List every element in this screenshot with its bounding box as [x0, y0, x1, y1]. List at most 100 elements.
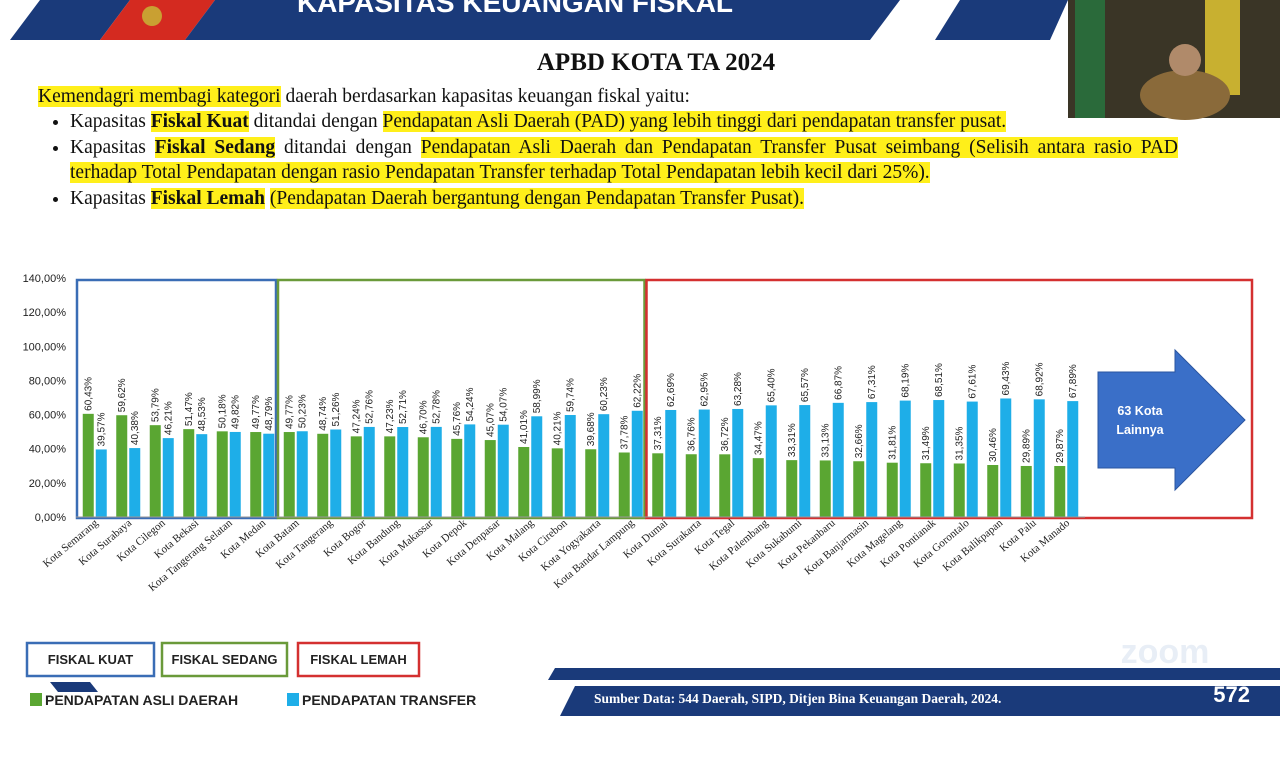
value-label: 37,31%	[653, 416, 664, 450]
x-tick-label: Kota Semarang	[41, 517, 101, 570]
bar	[698, 409, 710, 517]
text: Kapasitas	[70, 111, 151, 132]
bar	[1020, 465, 1032, 517]
value-label: 58,99%	[532, 379, 543, 413]
legend-swatch	[30, 693, 42, 706]
value-label: 62,69%	[666, 373, 677, 407]
bar	[832, 402, 844, 517]
bar	[585, 449, 597, 517]
y-tick-label: 120,00%	[23, 307, 67, 319]
bar	[598, 414, 610, 517]
bar	[618, 452, 630, 517]
group-frame	[645, 278, 1254, 520]
value-label: 46,70%	[419, 400, 430, 434]
value-label: 68,92%	[1035, 362, 1046, 396]
value-label: 68,51%	[934, 363, 945, 397]
bar	[317, 433, 329, 517]
value-label: 41,01%	[519, 410, 530, 444]
y-tick-label: 40,00%	[29, 444, 67, 456]
text: Kapasitas	[70, 188, 151, 209]
value-label: 60,43%	[84, 377, 95, 411]
value-label: 33,13%	[821, 423, 832, 457]
value-label: 36,76%	[687, 417, 698, 451]
bar	[531, 416, 543, 517]
bar	[397, 427, 409, 517]
bar	[384, 436, 396, 517]
value-label: 31,49%	[921, 426, 932, 460]
intro-rest: daerah berdasarkan kapasitas keuangan fi…	[280, 86, 690, 107]
value-label: 36,72%	[720, 417, 731, 451]
bar	[350, 436, 362, 517]
value-label: 67,31%	[867, 365, 878, 399]
bar	[752, 458, 764, 517]
y-tick-label: 0,00%	[35, 512, 66, 524]
bullet-list: Kapasitas Fiskal Kuat ditandai dengan Pe…	[38, 109, 1179, 211]
group-legend-box	[25, 641, 156, 678]
text: Pendapatan Asli Daerah (PAD) yang lebih …	[382, 111, 1007, 132]
value-label: 47,23%	[385, 399, 396, 433]
value-label: 52,78%	[432, 390, 443, 424]
webcam-flag	[1075, 0, 1105, 118]
y-tick-label: 100,00%	[23, 341, 67, 353]
legend-label: PENDAPATAN TRANSFER	[302, 692, 476, 708]
bar	[819, 460, 831, 517]
bar	[719, 454, 731, 517]
x-tick-label: Kota Balikpapan	[941, 517, 1006, 574]
bar	[484, 440, 496, 517]
emblem	[142, 6, 162, 26]
group-frame	[276, 278, 646, 520]
value-label: 63,28%	[733, 372, 744, 406]
value-label: 69,43%	[1001, 361, 1012, 395]
y-tick-label: 20,00%	[29, 478, 67, 490]
bar	[116, 415, 128, 517]
value-label: 50,18%	[218, 394, 229, 428]
value-label: 29,89%	[1022, 429, 1033, 463]
header-bar	[185, 0, 900, 40]
group-legend-label: FISKAL SEDANG	[172, 652, 278, 667]
bar	[799, 405, 811, 517]
bar	[129, 448, 141, 517]
bar	[966, 401, 978, 517]
value-label: 60,23%	[599, 377, 610, 411]
subtitle: APBD KOTA TA 2024	[537, 49, 776, 76]
bar	[296, 431, 308, 517]
arrow-label: 63 Kota Lainnya	[1116, 404, 1164, 437]
value-label: 32,66%	[854, 424, 865, 458]
group-frame	[75, 278, 278, 520]
value-label: 67,89%	[1068, 364, 1079, 398]
bar	[786, 460, 798, 517]
bar	[183, 429, 195, 517]
value-label: 39,57%	[97, 412, 108, 446]
group-legend-box	[296, 641, 421, 678]
value-label: 48,79%	[264, 397, 275, 431]
group-legend-label: FISKAL LEMAH	[310, 652, 407, 667]
value-label: 40,21%	[553, 411, 564, 445]
value-label: 46,21%	[164, 401, 175, 435]
value-label: 45,07%	[486, 403, 497, 437]
value-label: 65,57%	[800, 368, 811, 402]
bar	[866, 402, 878, 517]
bar	[430, 426, 442, 517]
description: Kemendagri membagi kategori daerah berda…	[38, 84, 1179, 211]
value-label: 62,22%	[633, 374, 644, 408]
bullet: Kapasitas Fiskal Sedang ditandai dengan …	[70, 135, 1179, 185]
y-tick-label: 80,00%	[29, 375, 67, 387]
group-legend-box	[160, 641, 289, 678]
value-label: 59,62%	[117, 378, 128, 412]
bar	[987, 465, 999, 517]
footer-bar	[560, 686, 1280, 716]
bar	[330, 429, 342, 517]
y-tick-label: 140,00%	[23, 273, 67, 285]
bar	[920, 463, 932, 517]
bar	[82, 413, 94, 517]
source: Sumber Data: 544 Daerah, SIPD, Ditjen Bi…	[594, 691, 1001, 706]
value-label: 51,26%	[331, 392, 342, 426]
bar	[551, 448, 563, 517]
value-label: 39,68%	[586, 412, 597, 446]
bar	[564, 415, 576, 517]
term: Fiskal Lemah	[150, 188, 265, 209]
x-tick-label: Kota Palembang	[707, 517, 771, 573]
text: ditandai dengan	[275, 137, 421, 158]
bar	[497, 424, 509, 517]
page-number: 572	[1213, 682, 1250, 707]
